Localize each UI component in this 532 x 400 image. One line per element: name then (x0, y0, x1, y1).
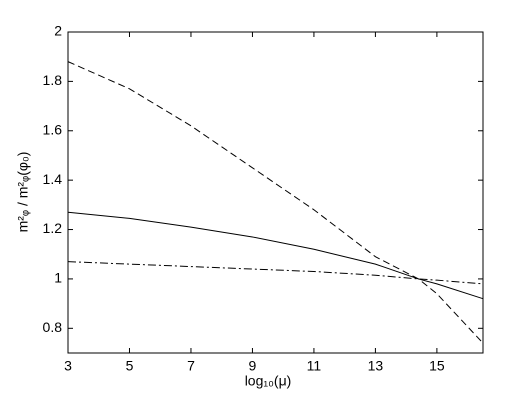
x-tick-label: 7 (187, 358, 195, 374)
series-line (67, 261, 484, 285)
x-tick-label: 15 (429, 358, 445, 374)
series-line (67, 61, 484, 344)
y-tick-label: 1.8 (43, 72, 63, 88)
y-tick-label: 1.6 (43, 121, 63, 137)
y-tick-label: 1.2 (43, 220, 63, 236)
x-tick-label: 11 (307, 358, 322, 374)
x-tick-label: 3 (64, 358, 72, 374)
x-axis-label: log₁₀(μ) (245, 373, 292, 389)
x-tick-label: 13 (368, 358, 384, 374)
x-tick-label: 9 (249, 358, 257, 374)
y-tick-label: 1.4 (43, 171, 63, 187)
y-tick-label: 0.8 (43, 319, 63, 335)
series-line (67, 211, 484, 300)
y-tick-label: 2 (54, 23, 62, 39)
y-axis-label: m²ᵩ / m²ᵩ(φ₀) (15, 152, 31, 233)
y-tick-label: 1 (54, 270, 62, 286)
plot-frame (67, 31, 484, 354)
x-tick-label: 5 (126, 358, 134, 374)
